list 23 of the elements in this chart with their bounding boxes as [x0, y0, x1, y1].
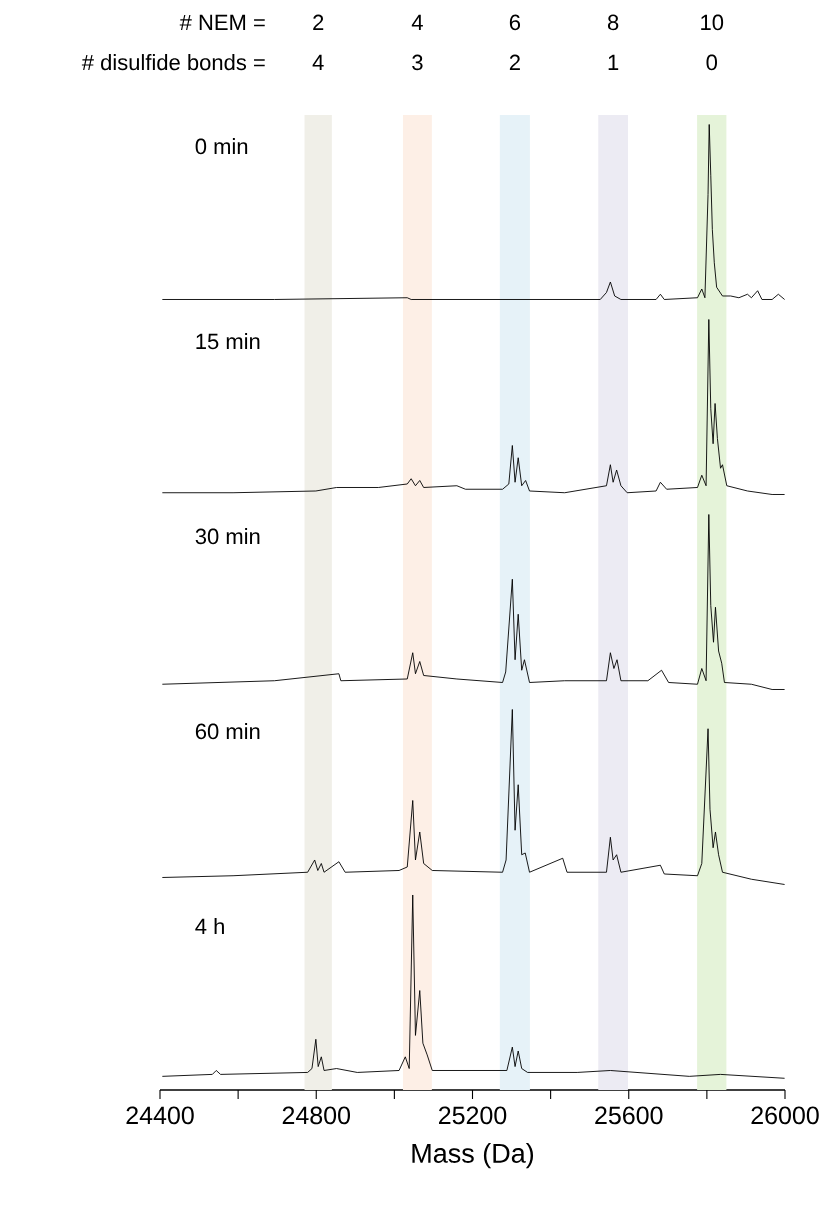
text: # disulfide bonds =	[81, 54, 265, 71]
x-tick-label: 24800	[282, 1106, 351, 1125]
text: 2	[313, 14, 324, 30]
chart-title: 15 min	[196, 333, 260, 350]
text: 0	[706, 54, 718, 71]
chart-title: 0 min	[195, 138, 248, 155]
text: 2	[509, 54, 520, 70]
x-tick-label: 25200	[438, 1106, 507, 1125]
text: 4	[312, 54, 324, 70]
x-tick-label: 26000	[751, 1106, 819, 1125]
text: 3	[412, 54, 423, 71]
x-tick-label: 25600	[595, 1106, 663, 1125]
x-axis-title: Mass (Da)	[412, 1143, 534, 1169]
text: 4	[411, 14, 423, 30]
chart-title: 30 min	[195, 528, 260, 545]
text: 8	[607, 14, 619, 31]
chart-title: 60 min	[195, 723, 260, 740]
text: 6	[509, 14, 521, 31]
text: 10	[701, 14, 724, 31]
text: # NEM =	[179, 14, 265, 30]
text: 4 h	[195, 918, 224, 934]
text: 1	[608, 54, 619, 70]
x-tick-label: 24400	[126, 1106, 194, 1125]
